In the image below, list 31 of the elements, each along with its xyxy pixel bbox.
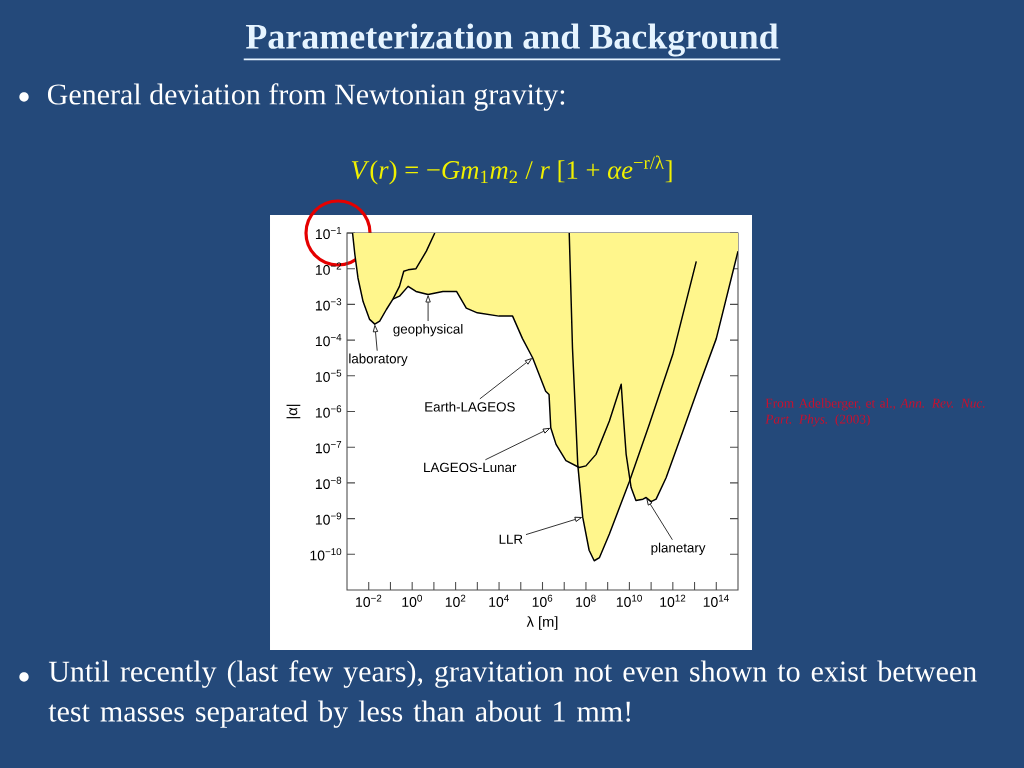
x-tick-label: 10$^{−2}$ [356, 594, 382, 607]
x-tick-label: 10$^{8}$ [576, 594, 596, 607]
y-axis-title: |α| [286, 404, 301, 419]
annotation: laboratory [349, 353, 408, 367]
x-tick-label: 10$^{10}$ [616, 594, 642, 607]
annotation: planetary [651, 542, 706, 556]
chart-title: Parameterization and Background [245, 23, 779, 57]
x-tick-label: 10$^{6}$ [532, 594, 553, 607]
x-tick-label: 10$^{12}$ [660, 594, 686, 607]
text: V(r) = −Gm$_{1}$m$_{2}$ / r [1 + αe$^{−r/λ}$] [351, 155, 672, 185]
text: From Adelberger, et al., Ann. Rev. Nuc. Part. Phys. (2003) [765, 398, 985, 427]
y-tick-label: 10$^{−6}$ [315, 405, 342, 418]
annotation: LLR [499, 534, 523, 544]
annotation: LAGEOS-Lunar [424, 462, 517, 473]
text: Until recently (last few years), gravitation not even shown to exist between test masses separated by less than about 1 mm! [48, 660, 977, 728]
y-tick-label: 10$^{−9}$ [315, 512, 342, 525]
x-tick-label: 10$^{14}$ [703, 594, 729, 607]
x-tick-label: 10$^{2}$ [445, 594, 466, 607]
x-tick-label: 10$^{0}$ [402, 594, 422, 607]
text: General deviation from Newtonian gravity: [47, 83, 565, 111]
y-tick-label: 10$^{−7}$ [315, 441, 342, 454]
y-tick-label: 10$^{−3}$ [315, 298, 342, 311]
annotation: Earth-LAGEOS [425, 401, 515, 412]
y-tick-label: 10$^{−1}$ [315, 226, 342, 240]
y-tick-label: 10$^{−8}$ [315, 476, 342, 490]
annotation: geophysical [393, 323, 463, 337]
y-tick-label: 10$^{−4}$ [315, 334, 342, 347]
x-axis-title: λ [m] [526, 616, 558, 630]
y-tick-label: 10$^{−5}$ [315, 369, 342, 382]
y-tick-label: 10$^{−10}$ [310, 548, 342, 561]
x-tick-label: 10$^{4}$ [489, 594, 509, 607]
